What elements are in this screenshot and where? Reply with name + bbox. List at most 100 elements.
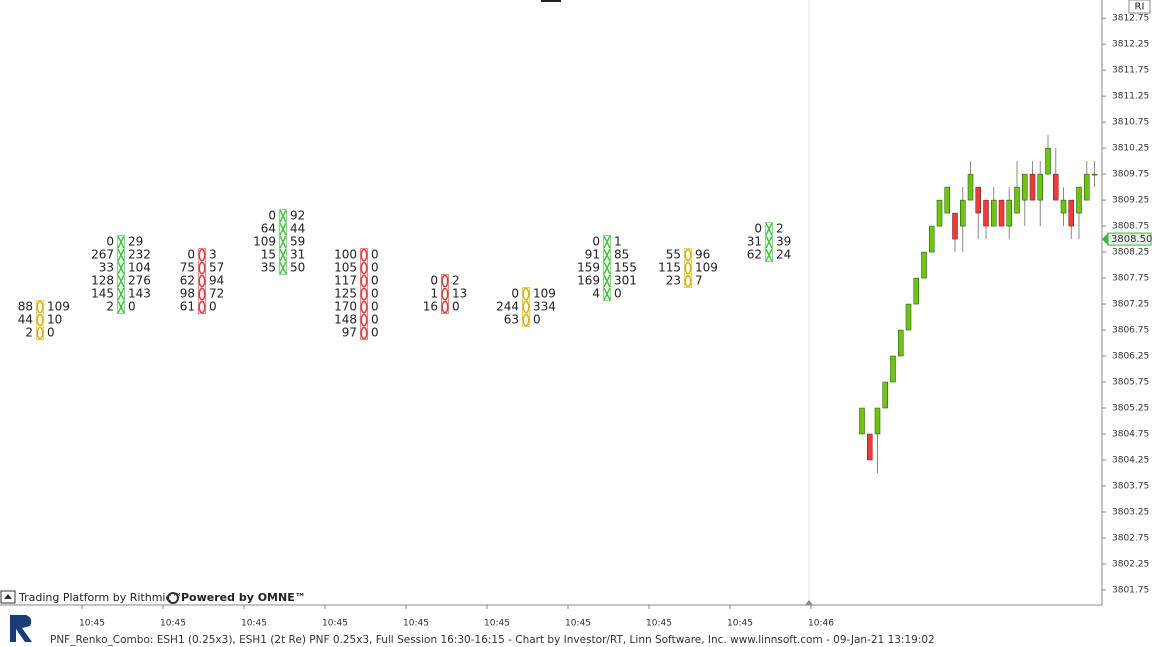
candle-body [975,186,981,214]
ask-volume: 39 [776,235,791,249]
y-tick-label: 3812.25 [1112,40,1149,50]
bid-volume: 64 [261,222,276,236]
ask-volume: 0 [371,287,379,301]
ask-volume: 109 [533,287,556,301]
bid-volume: 145 [91,287,114,301]
ask-volume: 0 [452,300,460,314]
candle-body [1014,186,1020,214]
bid-volume: 35 [261,261,276,275]
bid-volume: 0 [511,287,519,301]
ask-volume: 0 [47,326,55,340]
pnf-x [765,248,773,262]
y-tick-label: 3804.75 [1112,429,1149,439]
y-tick-label: 3809.75 [1112,170,1149,180]
bid-volume: 44 [18,313,33,327]
candle-body [898,329,904,357]
pnf-x [117,274,125,288]
pnf-o [36,313,44,327]
pnf-o [36,300,44,314]
bid-volume: 0 [106,235,114,249]
rithmic-brand: Trading Platform by Rithmic™ [18,591,183,604]
pnf-x [765,222,773,236]
x-tick-label: 10:45 [160,619,186,629]
ask-volume: 2 [452,274,460,288]
y-tick-label: 3807.25 [1112,300,1149,310]
pnf-o [522,287,530,301]
y-tick-label: 3811.25 [1112,92,1149,102]
candle-body [890,355,896,383]
candle-body [913,277,919,305]
ask-volume: 96 [695,248,710,262]
y-tick-label: 3802.75 [1112,533,1149,543]
candle-body [998,199,1005,227]
bid-volume: 105 [334,261,357,275]
footer: PNF_Renko_Combo: ESH1 (0.25x3), ESH1 (2t… [50,634,935,646]
pnf-x [603,261,611,275]
x-tick-label: 10:45 [565,619,591,629]
pnf-column [117,235,125,314]
pnf-o [36,326,44,340]
candle-body [1006,199,1012,227]
ask-volume: 3 [209,248,217,262]
ask-volume: 85 [614,248,629,262]
last-price-arrow [1102,233,1108,246]
pnf-column [603,235,611,301]
x-tick-label: 10:45 [727,619,753,629]
ask-volume: 92 [290,209,305,223]
bid-volume: 100 [334,248,357,262]
candle-body [1084,173,1090,201]
x-tick-label: 10:45 [79,619,105,629]
pnf-o [684,274,692,288]
omne-logo [167,592,179,604]
pnf-o [441,274,449,288]
bid-volume: 148 [334,313,357,327]
bid-volume: 16 [423,300,438,314]
pnf-o [441,300,449,314]
pnf-x [117,248,125,262]
pnf-x [279,248,287,262]
pnf-o [198,300,206,314]
x-tick-label: 10:45 [241,619,267,629]
ask-volume: 109 [695,261,718,275]
pnf-x [603,274,611,288]
pnf-o [522,313,530,327]
pnf-o [684,248,692,262]
ask-volume: 59 [290,235,305,249]
bid-volume: 170 [334,300,357,314]
ask-volume: 0 [209,300,217,314]
x-tick-label: 10:45 [322,619,348,629]
candle-body [1029,173,1036,201]
last-price-label: 3808.50 [1111,234,1152,245]
pnf-o [360,313,368,327]
bid-volume: 125 [334,287,357,301]
pnf-x [279,261,287,275]
bid-volume: 2 [25,326,33,340]
bid-volume: 0 [754,222,762,236]
bid-volume: 244 [496,300,519,314]
candle-body [1076,186,1082,214]
ask-volume: 57 [209,261,224,275]
candle-body [905,303,912,331]
last-price-box [1107,232,1152,246]
bid-volume: 23 [666,274,681,288]
bid-volume: 61 [180,300,195,314]
pnf-o [198,287,206,301]
candle-body [1068,199,1074,227]
y-tick-label: 3809.25 [1112,196,1149,206]
pnf-x [117,235,125,249]
candle-body [952,212,958,240]
bid-volume: 159 [577,261,600,275]
ask-volume: 24 [776,248,791,262]
pnf-x [765,235,773,249]
pnf-o [684,261,692,275]
bid-volume: 0 [187,248,195,262]
pnf-column [279,209,287,275]
session-marker [805,600,813,605]
y-tick-label: 3803.75 [1112,481,1149,491]
ask-volume: 0 [128,300,136,314]
pnf-x [279,235,287,249]
pnf-o [360,248,368,262]
ask-volume: 29 [128,235,143,249]
pnf-o [360,274,368,288]
bid-volume: 169 [577,274,600,288]
